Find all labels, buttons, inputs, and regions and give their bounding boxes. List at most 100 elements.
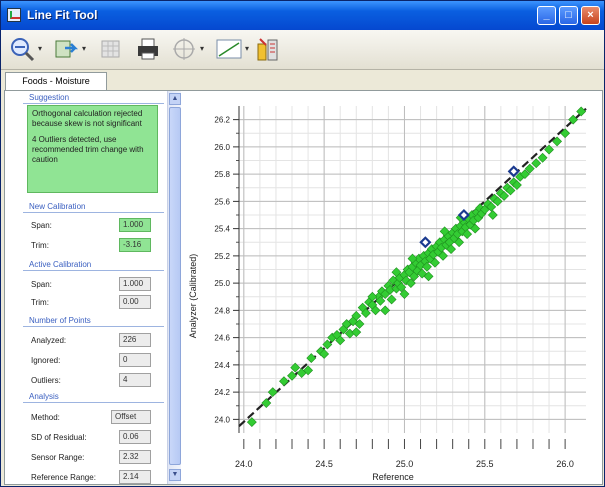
new-trim-value: -3.16	[119, 238, 151, 252]
data-point	[486, 201, 497, 212]
fit-line-icon[interactable]	[215, 36, 243, 62]
target-dropdown-icon[interactable]: ▾	[200, 44, 205, 53]
scroll-up-button[interactable]: ▲	[169, 93, 181, 105]
data-point	[511, 180, 522, 190]
data-point	[399, 289, 410, 299]
target-icon[interactable]	[171, 36, 197, 62]
export-icon[interactable]	[53, 36, 79, 62]
data-point	[246, 417, 257, 428]
suggestion-box: Orthogonal calculation rejected because …	[27, 105, 158, 193]
new-span-value: 1.000	[119, 218, 151, 232]
panel-scrollbar[interactable]: ▲ ▼	[167, 91, 182, 484]
data-point	[524, 163, 535, 174]
data-point	[322, 339, 333, 350]
zoom-dropdown-icon[interactable]: ▾	[38, 44, 43, 53]
data-point	[351, 327, 362, 338]
y-tick-label: 26.0	[214, 143, 230, 152]
active-span-value: 1.000	[119, 277, 151, 291]
data-point	[487, 210, 498, 220]
y-tick-label: 24.0	[214, 415, 230, 424]
x-tick-label: 25.5	[476, 459, 494, 469]
data-point	[537, 152, 548, 163]
y-tick-label: 24.2	[214, 388, 230, 397]
data-point	[552, 136, 563, 147]
analysis-header: Analysis	[23, 391, 164, 403]
scatter-chart[interactable]: 24.0 24.5 25.0 25.5 26.0 24.0 24.2 24.4 24.6 24.8…	[181, 91, 601, 484]
reference-range-value: 2.14	[119, 470, 151, 484]
sd-residual-value: 0.06	[119, 430, 151, 444]
title-bar[interactable]: Line Fit Tool _ □ ×	[1, 1, 604, 30]
analyzed-value: 226	[119, 333, 151, 347]
tab-strip: Foods - Moisture	[1, 70, 604, 90]
x-tick-label: 24.0	[235, 459, 253, 469]
new-calibration-header: New Calibration	[23, 201, 164, 213]
y-tick-label: 25.6	[214, 197, 230, 206]
active-span-label: Span:	[31, 280, 52, 289]
data-point	[438, 250, 448, 261]
sensor-range-label: Sensor Range:	[31, 453, 85, 462]
data-points	[246, 106, 587, 428]
y-tick-label: 24.4	[214, 361, 230, 370]
data-point	[306, 353, 317, 363]
data-point	[470, 223, 481, 234]
data-point	[303, 365, 314, 376]
close-button[interactable]: ×	[581, 6, 600, 25]
minimize-button[interactable]: _	[537, 6, 556, 25]
window-title: Line Fit Tool	[27, 8, 98, 22]
settings-icon[interactable]	[255, 36, 281, 62]
data-point	[391, 267, 402, 278]
tab-foods-moisture[interactable]: Foods - Moisture	[5, 72, 107, 90]
data-point	[492, 196, 503, 207]
print-icon[interactable]	[135, 36, 161, 62]
sd-residual-label: SD of Residual:	[31, 433, 87, 442]
data-point	[267, 387, 278, 398]
fit-line-dropdown-icon[interactable]: ▾	[245, 44, 250, 53]
outlier-point	[507, 165, 520, 178]
export-dropdown-icon[interactable]: ▾	[82, 44, 87, 53]
data-point	[380, 305, 391, 316]
app-icon	[7, 8, 21, 22]
x-tick-label: 26.0	[556, 459, 574, 469]
suggestion-text-2: 4 Outliers detected, use recommended tri…	[32, 135, 144, 164]
data-point	[386, 294, 397, 305]
data-point	[454, 237, 465, 248]
active-calibration-header: Active Calibration	[23, 259, 164, 271]
data-point	[354, 319, 365, 329]
data-point	[422, 261, 432, 272]
method-label: Method:	[31, 413, 60, 422]
data-point	[370, 305, 381, 316]
outlier-points	[419, 165, 520, 249]
x-tick-label: 25.0	[396, 459, 414, 469]
data-point	[439, 226, 450, 237]
data-point	[531, 158, 542, 169]
data-point	[462, 229, 473, 239]
outlier-point	[419, 236, 432, 249]
x-axis-label: Reference	[372, 472, 414, 482]
new-span-label: Span:	[31, 221, 52, 230]
data-point	[367, 291, 378, 302]
grid-icon[interactable]	[99, 36, 123, 62]
outliers-value: 4	[119, 373, 151, 387]
new-trim-label: Trim:	[31, 241, 49, 250]
analyzed-label: Analyzed:	[31, 336, 67, 345]
data-point	[520, 169, 530, 180]
data-point	[335, 335, 346, 346]
data-point	[576, 106, 587, 117]
data-point	[568, 114, 579, 125]
data-point	[287, 370, 297, 381]
data-point	[446, 244, 456, 254]
toolbar: ▾ ▾ ▾ ▾	[1, 30, 604, 70]
zoom-icon[interactable]	[9, 36, 35, 62]
outliers-label: Outliers:	[31, 376, 61, 385]
data-point	[360, 308, 371, 319]
active-trim-label: Trim:	[31, 298, 49, 307]
data-point	[405, 278, 416, 289]
scroll-thumb[interactable]	[169, 107, 181, 465]
data-point	[375, 295, 386, 306]
maximize-button[interactable]: □	[559, 6, 578, 25]
y-tick-label: 25.0	[214, 279, 230, 288]
data-point	[407, 253, 418, 264]
ignored-value: 0	[119, 353, 151, 367]
scroll-down-button[interactable]: ▼	[169, 469, 181, 481]
